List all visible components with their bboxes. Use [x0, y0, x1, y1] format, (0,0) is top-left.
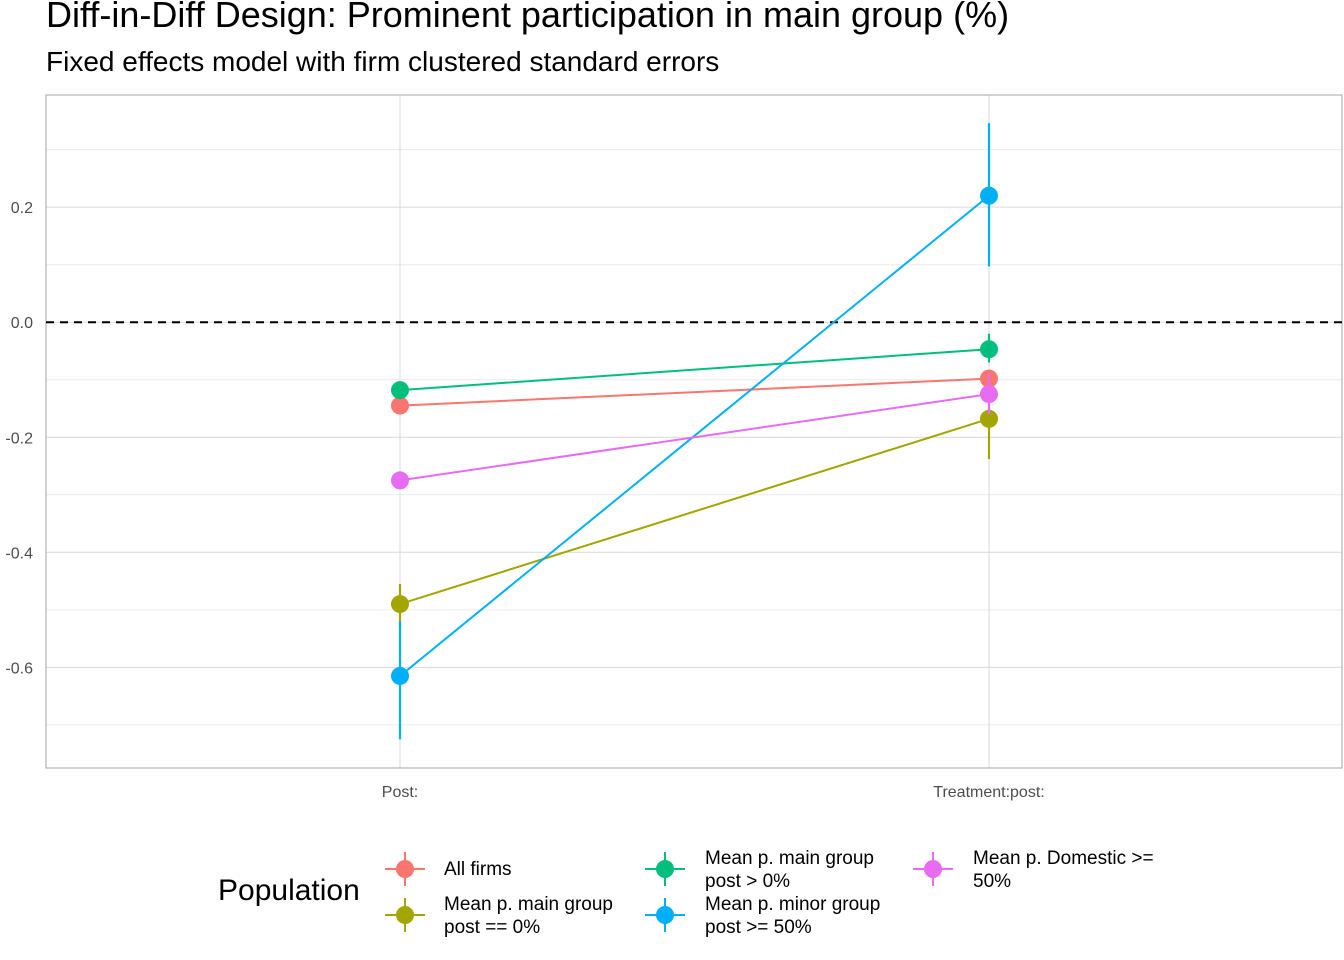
data-point — [980, 409, 998, 428]
series-line — [399, 194, 990, 677]
data-point — [980, 385, 998, 404]
series-line — [399, 348, 990, 392]
data-point — [391, 595, 409, 614]
legend-key — [385, 898, 425, 932]
series-group — [391, 123, 998, 740]
y-tick-label: 0.2 — [11, 200, 33, 217]
y-tick-label: 0.0 — [11, 315, 33, 332]
legend-key — [645, 898, 685, 932]
series-group — [391, 369, 998, 415]
legend-key-point — [656, 860, 674, 878]
series-line — [399, 377, 990, 407]
series-group — [391, 373, 998, 490]
y-tick-label: -0.6 — [5, 660, 33, 677]
series-line — [399, 393, 990, 482]
data-point — [391, 396, 409, 415]
data-point — [980, 186, 998, 205]
legend-title: Population — [218, 874, 360, 907]
y-tick-label: -0.2 — [5, 430, 33, 447]
panel-border — [45, 94, 1343, 769]
legend-key — [645, 852, 685, 886]
legend-key — [913, 852, 953, 886]
series-group — [391, 333, 998, 400]
legend-key-point — [396, 860, 414, 878]
x-tick-label: Post: — [382, 784, 418, 801]
legend-key-point — [924, 860, 942, 878]
data-point — [391, 666, 409, 685]
legend-label: Mean p. minor group post >= 50% — [705, 894, 881, 938]
legend-label: Mean p. main group post > 0% — [705, 848, 874, 892]
legend-label: All firms — [444, 859, 512, 880]
data-point — [391, 471, 409, 490]
chart-title: Diff-in-Diff Design: Prominent participa… — [46, 0, 1010, 35]
series-group — [391, 405, 998, 628]
x-tick-label: Treatment:post: — [933, 784, 1044, 801]
legend-label: Mean p. Domestic >= 50% — [973, 848, 1154, 892]
y-tick-label: -0.4 — [5, 545, 33, 562]
legend-key-point — [656, 906, 674, 924]
data-point — [980, 340, 998, 359]
legend-key — [385, 852, 425, 886]
series-line — [399, 417, 990, 606]
chart-subtitle: Fixed effects model with firm clustered … — [46, 46, 720, 77]
data-point — [391, 381, 409, 400]
legend-label: Mean p. main group post == 0% — [444, 894, 613, 938]
legend-key-point — [396, 906, 414, 924]
